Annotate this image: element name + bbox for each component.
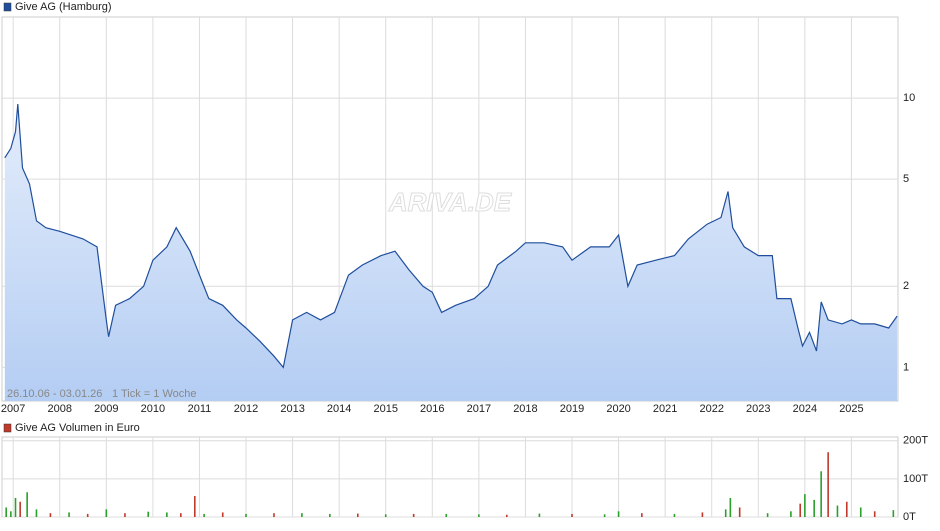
x-tick-label: 2023: [746, 403, 770, 415]
x-tick-label: 2021: [653, 403, 677, 415]
volume-bar: [538, 513, 541, 517]
x-tick-label: 2018: [513, 403, 537, 415]
volume-bar: [10, 511, 12, 517]
volume-bar: [571, 513, 573, 517]
legend-label: Give AG (Hamburg): [15, 1, 112, 13]
volume-bar: [221, 512, 224, 517]
volume-bar: [766, 513, 769, 517]
volume-bar: [478, 514, 480, 517]
x-tick-label: 2017: [467, 403, 491, 415]
volume-bar: [892, 510, 895, 517]
volume-bar: [701, 512, 704, 517]
volume-bar: [329, 513, 331, 517]
volume-bar: [673, 513, 676, 517]
volume-bar: [86, 513, 89, 517]
x-tick-label: 2025: [839, 403, 863, 415]
volume-bar: [147, 511, 150, 517]
volume-bar: [35, 509, 38, 517]
volume-bar: [738, 507, 741, 517]
volume-bar: [180, 513, 182, 517]
x-tick-label: 2020: [606, 403, 630, 415]
volume-bar: [124, 513, 126, 517]
volume-bar: [724, 509, 727, 517]
x-tick-label: 2022: [699, 403, 723, 415]
volume-bar: [603, 514, 606, 517]
volume-bar: [799, 503, 802, 517]
range-label: 26.10.06 - 03.01.26: [7, 388, 102, 400]
legend-swatch: [3, 423, 12, 433]
volume-bar: [790, 511, 792, 517]
watermark: ARIVA.DE: [388, 187, 512, 217]
volume-bar: [203, 513, 205, 517]
legend-label: Give AG Volumen in Euro: [15, 422, 140, 434]
volume-bar: [105, 509, 108, 517]
volume-bar: [859, 507, 862, 517]
x-tick-label: 2011: [188, 403, 212, 415]
x-tick-label: 2012: [234, 403, 258, 415]
volume-bar: [827, 452, 829, 517]
volume-bar: [68, 512, 70, 517]
volume-bar: [617, 511, 620, 517]
x-tick-label: 2019: [560, 403, 584, 415]
volume-bar: [873, 511, 876, 517]
y-tick-label: 5: [903, 173, 909, 185]
volume-bar: [19, 501, 21, 517]
plot-frame: [1, 436, 899, 518]
volume-bar: [820, 471, 822, 517]
x-tick-label: 2010: [141, 403, 165, 415]
volume-bar: [14, 497, 17, 517]
volume-bar: [445, 513, 448, 517]
volume-bar: [273, 513, 275, 517]
volume-bar: [729, 497, 732, 517]
x-tick-label: 2009: [94, 403, 118, 415]
volume-bar: [26, 492, 28, 517]
legend-swatch: [3, 2, 12, 12]
y-tick-label: 0T: [903, 511, 916, 523]
volume-bar: [804, 494, 806, 517]
x-tick-label: 2024: [793, 403, 817, 415]
price-area: [4, 104, 898, 401]
volume-bar: [384, 514, 387, 517]
price-line: [4, 104, 898, 369]
y-tick-label: 10: [903, 92, 915, 104]
volume-bar: [5, 507, 7, 517]
volume-bar: [641, 513, 643, 517]
volume-bar: [49, 513, 52, 517]
y-tick-label: 2: [903, 280, 909, 292]
volume-bar: [813, 499, 815, 517]
x-tick-label: 2014: [327, 403, 351, 415]
volume-bar: [836, 505, 839, 517]
x-tick-label: 2007: [1, 403, 25, 415]
y-tick-label: 200T: [903, 435, 928, 447]
volume-bar: [193, 496, 196, 517]
volume-bar: [301, 513, 303, 517]
volume-bar: [412, 513, 415, 517]
x-tick-label: 2008: [48, 403, 72, 415]
volume-bar: [356, 513, 359, 517]
y-tick-label: 1: [903, 361, 909, 373]
volume-bar: [845, 501, 848, 517]
x-tick-label: 2016: [420, 403, 444, 415]
x-tick-label: 2013: [280, 403, 304, 415]
volume-bar: [506, 514, 508, 517]
x-tick-label: 2015: [373, 403, 397, 415]
volume-bar: [245, 513, 247, 517]
tick-label-note: 1 Tick = 1 Woche: [112, 388, 196, 400]
volume-bar: [166, 512, 168, 517]
y-tick-label: 100T: [903, 473, 928, 485]
